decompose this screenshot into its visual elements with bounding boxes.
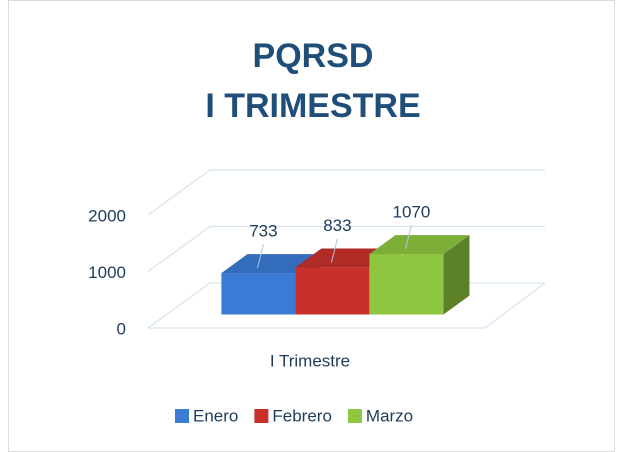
legend-swatch <box>254 409 269 423</box>
chart-subtitle: I TRIMESTRE <box>205 87 420 125</box>
bar <box>369 254 444 315</box>
floor <box>148 282 546 329</box>
chart-title: PQRSD <box>253 37 374 75</box>
bar <box>221 273 296 315</box>
bar-top-shade <box>369 235 470 255</box>
legend-label: Marzo <box>366 406 413 425</box>
bar <box>295 267 370 315</box>
legend-swatch <box>347 409 362 423</box>
legend-label: Enero <box>193 406 238 425</box>
value-label: 1070 <box>393 203 431 222</box>
label-leader <box>404 225 412 250</box>
grid-line <box>147 169 545 216</box>
y-tick-label: 1000 <box>88 263 126 282</box>
grid-line <box>147 225 545 272</box>
label-leader <box>330 238 338 263</box>
label-leader <box>256 244 264 269</box>
value-label: 833 <box>323 216 351 235</box>
bar-top <box>369 235 470 255</box>
y-tick-label: 2000 <box>88 206 126 225</box>
legend-swatch <box>175 409 189 423</box>
value-label: 733 <box>249 222 277 241</box>
legend-label: Febrero <box>272 406 332 425</box>
bar-side <box>443 235 470 315</box>
x-tick-label: I Trimestre <box>270 351 350 370</box>
y-tick-label: 0 <box>117 319 126 338</box>
bar-side-shade <box>443 235 470 315</box>
